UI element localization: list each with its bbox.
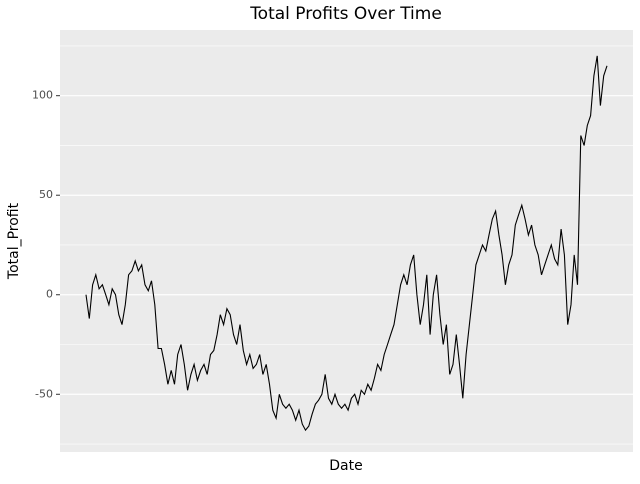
- y-tick-label: 0: [46, 288, 53, 301]
- y-tick-label: 50: [39, 188, 53, 201]
- chart-title: Total Profits Over Time: [249, 4, 442, 24]
- x-axis-title: Date: [329, 458, 362, 474]
- plot-background: [60, 30, 633, 452]
- line: [85, 55, 608, 432]
- y-axis-title: Total_Profit: [6, 202, 22, 280]
- y-tick-label: -50: [35, 387, 53, 400]
- y-tick-label: 100: [32, 89, 53, 102]
